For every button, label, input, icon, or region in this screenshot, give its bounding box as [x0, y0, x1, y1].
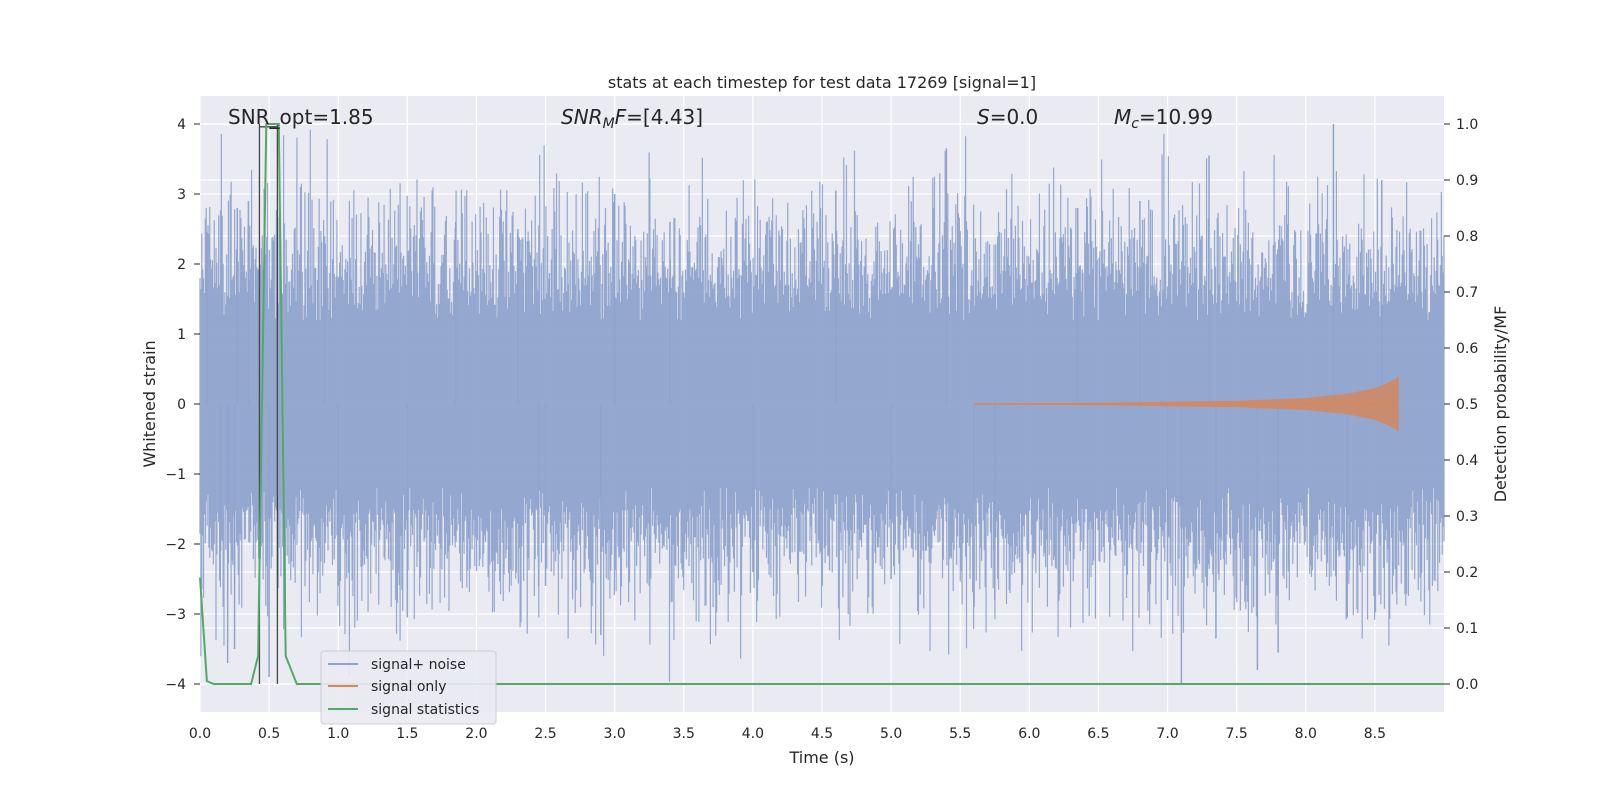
- series-signal-noise: [199, 124, 1445, 684]
- x-tick-label: 5.0: [880, 726, 902, 742]
- y-axis-ticks: 4 3 2 1 0 −1 −2 −3 −4: [165, 117, 200, 693]
- y-tick-label: −3: [165, 607, 186, 623]
- annotation-snr-mf: SNRMF=[4.43]: [561, 105, 703, 132]
- y-right-axis-ticks: 1.0 0.9 0.8 0.7 0.6 0.5 0.4 0.3 0.2 0.1 0.0: [1444, 117, 1478, 693]
- y-right-tick-label: 1.0: [1456, 117, 1478, 133]
- y-right-tick-label: 0.7: [1456, 285, 1478, 301]
- x-tick-label: 0.5: [258, 726, 280, 742]
- legend: signal+ noise signal only signal statist…: [320, 650, 497, 725]
- y-right-tick-label: 0.5: [1456, 397, 1478, 413]
- x-axis-ticks: 0.0 0.5 1.0 1.5 2.0 2.5 3.0 3.5 4.0 4.5 5.0 5.5 6.0 6…: [189, 726, 1386, 742]
- legend-label-signal-noise: signal+ noise: [371, 657, 466, 673]
- x-tick-label: 7.5: [1226, 726, 1248, 742]
- x-tick-label: 0.0: [189, 726, 211, 742]
- legend-label-signal-statistics: signal statistics: [371, 702, 479, 718]
- annotation-mc: Mc=10.99: [1114, 105, 1213, 132]
- annotation-s: S=0.0: [977, 105, 1038, 129]
- x-tick-label: 4.0: [742, 726, 764, 742]
- y-right-tick-label: 0.3: [1456, 509, 1478, 525]
- y-right-tick-label: 0.0: [1456, 677, 1478, 693]
- legend-box: [320, 650, 497, 725]
- x-tick-label: 7.0: [1156, 726, 1178, 742]
- y-tick-label: −1: [165, 467, 186, 483]
- y-right-tick-label: 0.6: [1456, 341, 1478, 357]
- x-tick-label: 5.5: [949, 726, 971, 742]
- y-tick-label: 2: [177, 257, 186, 273]
- statistics-trace: [199, 123, 1444, 685]
- x-axis-label: Time (s): [788, 748, 854, 767]
- x-tick-label: 1.5: [396, 726, 418, 742]
- x-tick-label: 8.0: [1295, 726, 1317, 742]
- annotation-snr-opt: SNR_opt=1.85: [228, 105, 374, 129]
- y-right-tick-label: 0.2: [1456, 565, 1478, 581]
- x-tick-label: 6.0: [1018, 726, 1040, 742]
- y-tick-label: 1: [177, 327, 186, 343]
- y-right-tick-label: 0.1: [1456, 621, 1478, 637]
- y-tick-label: 4: [177, 117, 186, 133]
- y-tick-label: 0: [177, 397, 186, 413]
- y-tick-label: −4: [165, 677, 186, 693]
- x-tick-label: 8.5: [1364, 726, 1386, 742]
- x-tick-label: 2.0: [465, 726, 487, 742]
- y-right-axis-label: Detection probability/MF: [1491, 306, 1510, 503]
- chart-title: stats at each timestep for test data 172…: [608, 73, 1036, 92]
- y-axis-label: Whitened strain: [140, 340, 159, 467]
- series-signal-only: [973, 376, 1399, 432]
- series-signal-statistics: [199, 123, 1444, 685]
- y-tick-label: −2: [165, 537, 186, 553]
- x-tick-label: 4.5: [811, 726, 833, 742]
- y-right-tick-label: 0.4: [1456, 453, 1478, 469]
- legend-label-signal-only: signal only: [371, 679, 446, 695]
- x-tick-label: 3.5: [673, 726, 695, 742]
- x-tick-label: 3.0: [604, 726, 626, 742]
- y-tick-label: 3: [177, 187, 186, 203]
- y-right-tick-label: 0.8: [1456, 229, 1478, 245]
- y-right-tick-label: 0.9: [1456, 173, 1478, 189]
- x-tick-label: 1.0: [327, 726, 349, 742]
- x-tick-label: 6.5: [1087, 726, 1109, 742]
- x-tick-label: 2.5: [534, 726, 556, 742]
